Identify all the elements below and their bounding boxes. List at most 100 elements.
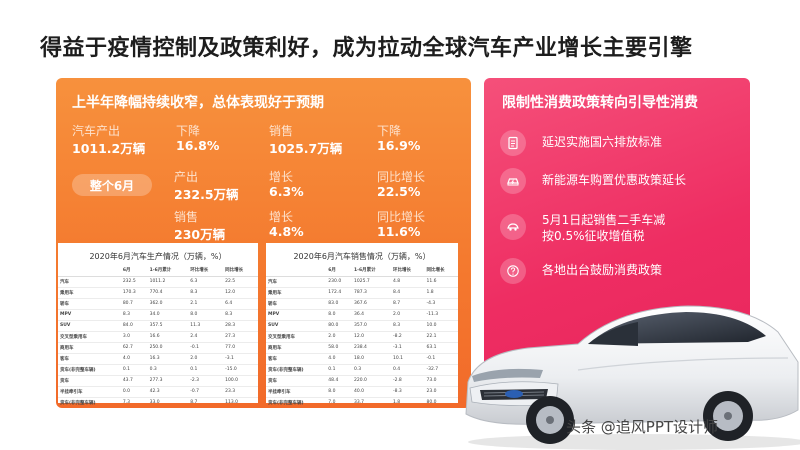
table-cell: 12.0 bbox=[352, 331, 392, 343]
table-cell: 357.0 bbox=[352, 320, 392, 332]
table-cell: 商用车 bbox=[266, 342, 327, 354]
table-cell: 8.0 bbox=[326, 386, 352, 398]
table-cell: 10.1 bbox=[391, 353, 425, 365]
table-cell: 11.6 bbox=[424, 276, 458, 288]
page-title: 得益于疫情控制及政策利好，成为拉动全球汽车产业增长主要引擎 bbox=[40, 36, 693, 61]
table-cell: 客车 bbox=[58, 353, 121, 365]
table-cell: 0.0 bbox=[120, 386, 148, 398]
table-cell: -11.3 bbox=[424, 309, 458, 321]
table-cell: 23.0 bbox=[424, 386, 458, 398]
table-cell: 36.4 bbox=[352, 309, 392, 321]
table-cell: 轿车 bbox=[266, 298, 327, 310]
policy-text-used-car: 5月1日起销售二手车减 按0.5%征收增值税 bbox=[542, 213, 666, 243]
june-sales-yoy-label: 同比增长 bbox=[377, 210, 426, 224]
table-cell: 1011.2 bbox=[147, 276, 189, 288]
electric-car-icon bbox=[500, 168, 526, 194]
sales-table-caption: 2020年6月汽车销售情况（万辆，%） bbox=[293, 252, 431, 261]
table-cell: 12.0 bbox=[223, 287, 258, 299]
table-header-cell: 6月 bbox=[120, 265, 148, 277]
h1-sales-value: 1025.7万辆 bbox=[269, 141, 343, 156]
table-cell: 8.3 bbox=[188, 287, 224, 299]
table-cell: 80.0 bbox=[326, 320, 352, 332]
table-header-cell: 环比增长 bbox=[188, 265, 224, 277]
table-cell: 48.4 bbox=[326, 375, 352, 387]
table-cell: 7.0 bbox=[326, 397, 352, 408]
table-cell: -0.1 bbox=[188, 342, 224, 354]
table-cell: 8.7 bbox=[188, 397, 224, 408]
table-cell: 77.0 bbox=[223, 342, 258, 354]
policy-text-emission: 延迟实施国六排放标准 bbox=[542, 135, 663, 149]
table-cell: -2.3 bbox=[188, 375, 224, 387]
june-production-value: 232.5万辆 bbox=[174, 187, 239, 202]
table-cell: -32.7 bbox=[424, 364, 458, 376]
h1-sales-change-label: 下降 bbox=[377, 124, 402, 138]
table-cell: 80.7 bbox=[120, 298, 148, 310]
policy-item-used-car: 5月1日起销售二手车减 按0.5%征收增值税 bbox=[500, 206, 740, 250]
table-cell: MPV bbox=[58, 309, 121, 321]
sales-table: 6月 1-6月累计 环比增长 同比增长 汽车 230.0 1025.7 4.8 11.6 乘用车… bbox=[266, 265, 458, 408]
table-cell: 8.3 bbox=[120, 309, 148, 321]
policy-text-nev: 新能源车购置优惠政策延长 bbox=[542, 173, 687, 187]
table-cell: -0.7 bbox=[188, 386, 224, 398]
table-cell: 0.1 bbox=[188, 364, 224, 376]
table-row: 客车 4.0 16.3 2.0 -3.1 bbox=[58, 353, 258, 365]
table-cell: 半挂牵引车 bbox=[266, 386, 327, 398]
table-row: 货车(非完整车辆) 0.1 0.3 0.4 -32.7 bbox=[266, 364, 458, 376]
table-row: 商用车 62.7 250.0 -0.1 77.0 bbox=[58, 342, 258, 354]
table-row: 半挂牵引车 0.0 42.3 -0.7 23.3 bbox=[58, 386, 258, 398]
table-cell: -0.1 bbox=[424, 353, 458, 365]
table-row: 交叉型乘用车 2.0 12.0 -8.2 22.1 bbox=[266, 331, 458, 343]
table-cell: 220.0 bbox=[352, 375, 392, 387]
table-row: 货车(非完整车辆) 0.1 0.3 0.1 -15.0 bbox=[58, 364, 258, 376]
table-cell: 232.5 bbox=[120, 276, 148, 288]
table-row: 商用车 58.0 238.4 -3.1 63.1 bbox=[266, 342, 458, 354]
table-cell: -8.2 bbox=[391, 331, 425, 343]
june-pill: 整个6月 bbox=[72, 174, 152, 196]
table-cell: 货车(非完整车辆) bbox=[266, 364, 327, 376]
table-cell: 4.8 bbox=[391, 276, 425, 288]
table-header-cell bbox=[266, 265, 327, 277]
table-cell: 34.0 bbox=[147, 309, 189, 321]
white-sedan-image bbox=[465, 305, 800, 450]
h1-production-value: 1011.2万辆 bbox=[72, 141, 146, 156]
table-cell: 22.1 bbox=[424, 331, 458, 343]
table-cell: 238.4 bbox=[352, 342, 392, 354]
june-sales-label: 销售 bbox=[174, 210, 199, 224]
table-cell: 乘用车 bbox=[58, 287, 121, 299]
table-cell: -3.1 bbox=[223, 353, 258, 365]
h1-production-change-value: 16.8% bbox=[176, 138, 220, 153]
table-cell: 2.0 bbox=[326, 331, 352, 343]
table-cell: 22.5 bbox=[223, 276, 258, 288]
table-cell: -8.3 bbox=[391, 386, 425, 398]
june-production-yoy-label: 同比增长 bbox=[377, 170, 426, 184]
table-cell: 0.1 bbox=[120, 364, 148, 376]
table-cell: 1.8 bbox=[391, 397, 425, 408]
table-row: 货车(非完整车辆) 7.3 33.0 8.7 113.0 bbox=[58, 397, 258, 408]
table-cell: 8.3 bbox=[223, 309, 258, 321]
table-cell: 42.3 bbox=[147, 386, 189, 398]
policy-item-local: 各地出台鼓励消费政策 bbox=[500, 256, 740, 288]
table-cell: 4.0 bbox=[326, 353, 352, 365]
table-cell: 货车(非完整车辆) bbox=[266, 397, 327, 408]
table-cell: -2.8 bbox=[391, 375, 425, 387]
table-cell: 轿车 bbox=[58, 298, 121, 310]
table-row: 货车 43.7 277.3 -2.3 100.0 bbox=[58, 375, 258, 387]
table-cell: 277.3 bbox=[147, 375, 189, 387]
table-cell: -3.1 bbox=[391, 342, 425, 354]
table-cell: 40.0 bbox=[352, 386, 392, 398]
table-cell: 27.3 bbox=[223, 331, 258, 343]
table-cell: 16.3 bbox=[147, 353, 189, 365]
table-cell: 6.4 bbox=[223, 298, 258, 310]
h1-sales-label: 销售 bbox=[269, 124, 294, 138]
table-cell: 62.7 bbox=[120, 342, 148, 354]
table-cell: 0.3 bbox=[147, 364, 189, 376]
table-cell: 28.3 bbox=[223, 320, 258, 332]
table-cell: 23.3 bbox=[223, 386, 258, 398]
production-table: 6月 1-6月累计 环比增长 同比增长 汽车 232.5 1011.2 6.3 22.5 乘用车… bbox=[58, 265, 258, 408]
policy-item-emission: 延迟实施国六排放标准 bbox=[500, 128, 740, 160]
table-header-cell: 1-6月累计 bbox=[352, 265, 392, 277]
table-row: 交叉型乘用车 3.0 16.6 2.4 27.3 bbox=[58, 331, 258, 343]
table-row: 乘用车 172.4 787.3 8.4 1.8 bbox=[266, 287, 458, 299]
table-row: 货车(非完整车辆) 7.0 33.7 1.8 80.0 bbox=[266, 397, 458, 408]
watermark: 头条 @追风PPT设计师 bbox=[566, 418, 719, 436]
